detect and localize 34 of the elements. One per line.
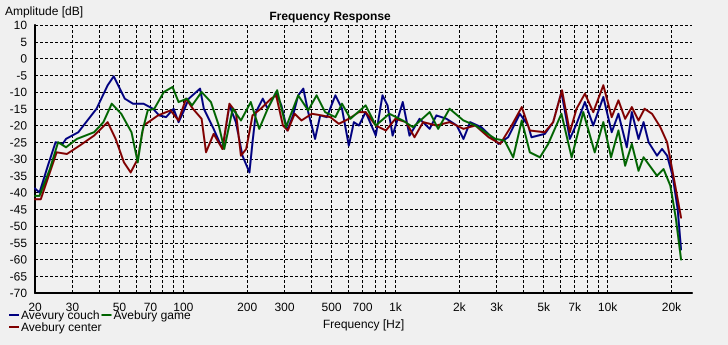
y-tick-label: -15 bbox=[10, 102, 28, 116]
y-tick-label: -35 bbox=[10, 168, 28, 183]
x-tick-label: 2k bbox=[452, 300, 467, 314]
legend-label: Avebury center bbox=[21, 320, 102, 334]
y-tick-label: -50 bbox=[10, 219, 28, 233]
y-tick-label: 0 bbox=[20, 52, 28, 66]
x-tick-label: 7k bbox=[568, 300, 582, 314]
y-tick-label: 5 bbox=[20, 34, 28, 49]
x-tick-label: 500 bbox=[322, 300, 342, 314]
y-tick-label: -20 bbox=[10, 118, 28, 132]
x-tick-label: 70 bbox=[144, 300, 158, 314]
y-tick-label: -70 bbox=[10, 286, 28, 300]
y-tick-label: -30 bbox=[10, 152, 28, 166]
x-tick-label: 1k bbox=[389, 300, 403, 314]
y-tick-label: -10 bbox=[10, 85, 28, 99]
x-tick-label: 20k bbox=[662, 300, 682, 314]
y-tick-label: -65 bbox=[10, 269, 28, 284]
x-tick-label: 700 bbox=[352, 300, 373, 314]
chart-title: Frequency Response bbox=[269, 9, 392, 23]
y-tick-label: -45 bbox=[10, 202, 28, 216]
y-tick-label: -25 bbox=[10, 135, 28, 150]
y-tick-label: -5 bbox=[16, 68, 28, 82]
y-axis-title: Amplitude [dB] bbox=[5, 4, 84, 18]
y-tick-label: -55 bbox=[10, 236, 28, 250]
y-tick-label: 10 bbox=[14, 18, 28, 32]
x-tick-label: 5k bbox=[537, 300, 552, 314]
y-tick-label: -60 bbox=[10, 252, 28, 266]
x-tick-label: 3k bbox=[490, 300, 504, 314]
x-tick-label: 300 bbox=[274, 300, 295, 314]
x-tick-label: 10k bbox=[598, 300, 618, 314]
x-tick-label: 20 bbox=[28, 300, 42, 314]
y-tick-label: -40 bbox=[10, 186, 28, 200]
x-axis-title: Frequency [Hz] bbox=[322, 316, 404, 331]
x-tick-label: 200 bbox=[237, 300, 258, 314]
